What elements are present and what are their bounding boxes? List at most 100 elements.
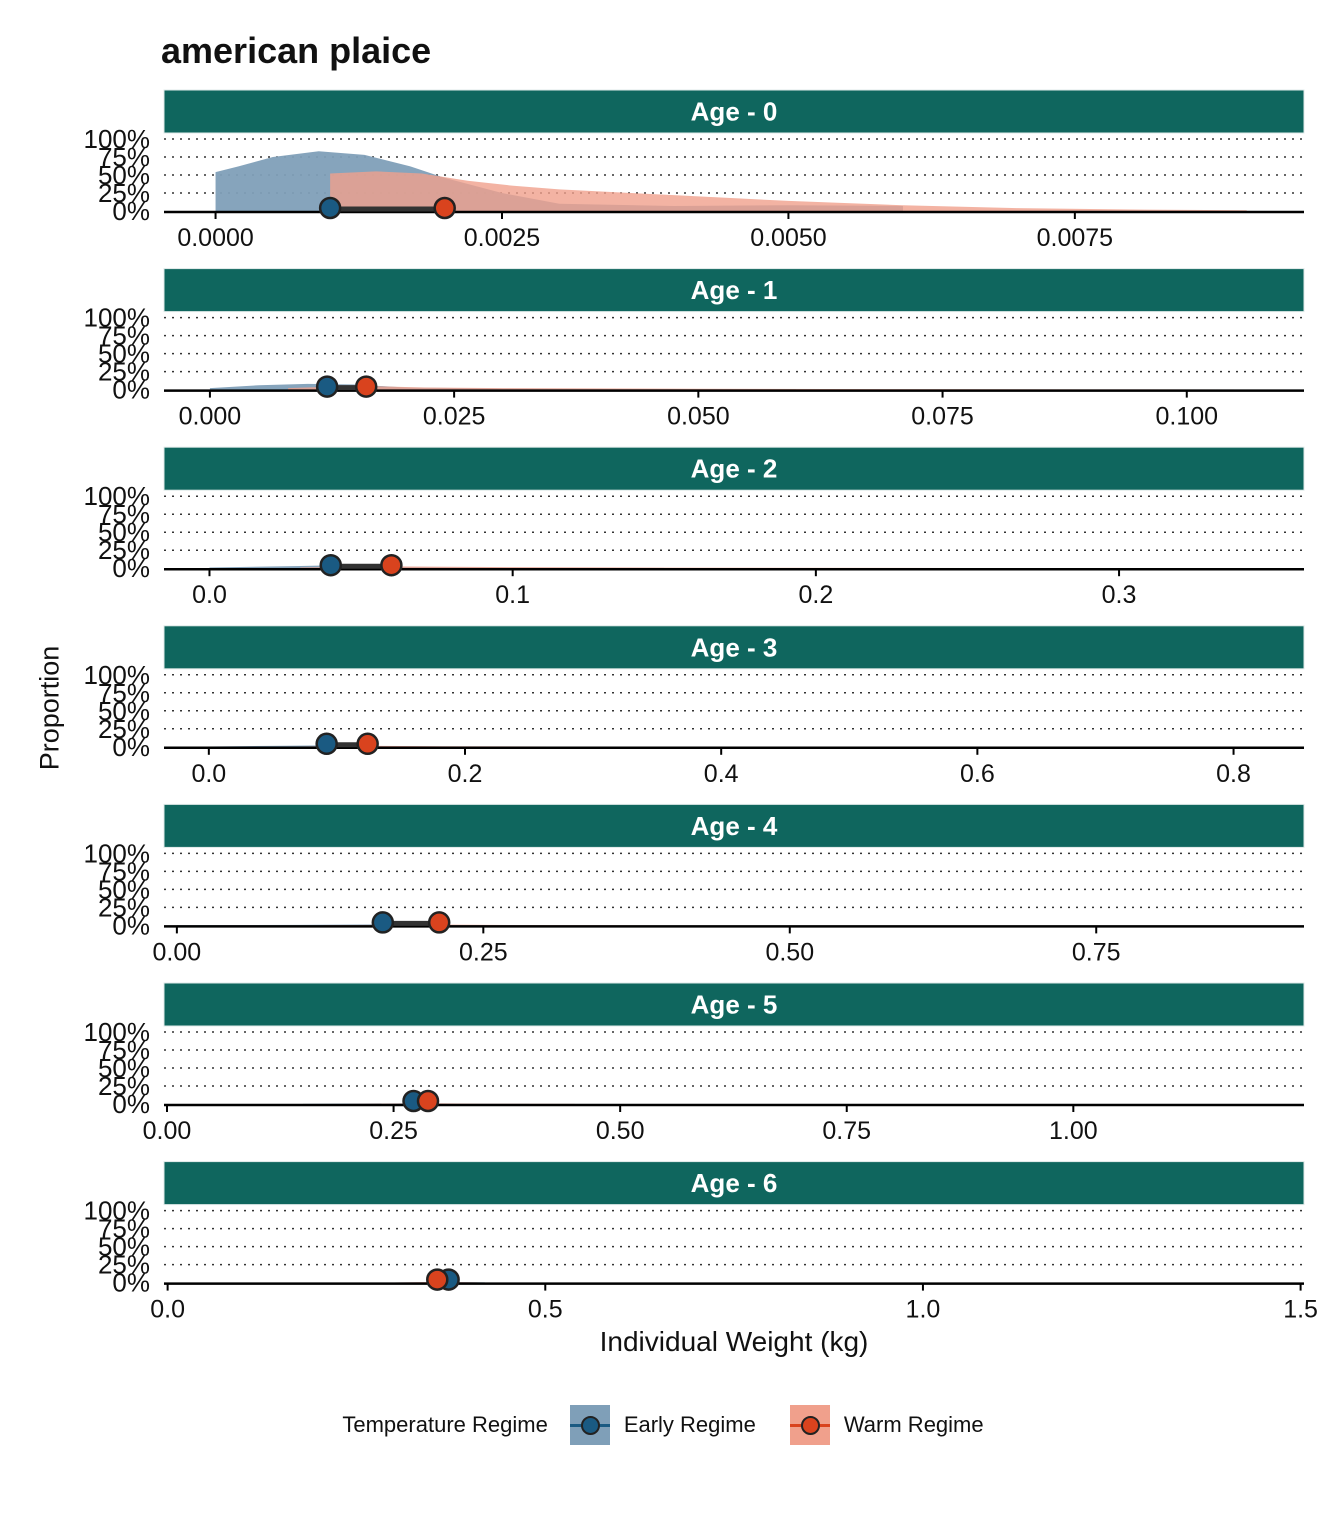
x-tick-label: 0.0 [150, 1296, 185, 1324]
x-axis-label: Individual Weight (kg) [599, 1326, 869, 1357]
legend-key-warm [789, 1405, 830, 1445]
median-point-warm [354, 375, 378, 398]
y-tick-label: 0% [112, 910, 150, 940]
x-tick-label: 0.00 [153, 938, 202, 966]
facet-6: Age - 6 0%25%50%75%100% 0.0 0.5 1.0 1.5 [84, 1161, 1318, 1324]
x-tick-label: 0.000 [179, 403, 242, 431]
y-tick-label: 75% [98, 1214, 150, 1244]
y-tick-label: 50% [98, 339, 150, 369]
median-point-warm [356, 732, 379, 756]
y-tick-label: 50% [98, 1232, 150, 1262]
y-tick-label: 75% [98, 1035, 150, 1065]
x-tick-label: 0.050 [667, 403, 730, 431]
y-tick-label: 50% [98, 874, 150, 904]
x-tick-label: 0.25 [369, 1117, 418, 1145]
x-tick-label: 0.0075 [1037, 224, 1113, 252]
median-point-early [315, 732, 338, 756]
y-tick-label: 100% [84, 660, 151, 690]
legend-item-early: Early Regime [569, 1405, 756, 1445]
x-tick-label: 0.5 [528, 1296, 563, 1324]
y-tick-label: 25% [98, 535, 150, 565]
y-tick-label: 50% [98, 517, 150, 547]
y-tick-label: 75% [98, 142, 150, 172]
y-tick-label: 0% [112, 1089, 150, 1119]
y-tick-label: 0% [112, 196, 150, 226]
density-area-warm [330, 171, 1247, 211]
facet-5: Age - 5 0%25%50%75%100% 0.00 0.25 0.50 0.75 1.… [84, 982, 1305, 1145]
x-tick-label: 0.6 [960, 760, 995, 788]
facet-strip [163, 803, 1305, 848]
x-tick-label: 1.00 [1049, 1117, 1098, 1145]
x-tick-label: 0.0 [191, 760, 226, 788]
y-tick-label: 0% [112, 1268, 150, 1298]
x-tick-label: 0.025 [423, 403, 486, 431]
legend-title: Temperature Regime [342, 1412, 548, 1437]
facet-strip [163, 268, 1305, 313]
density-area-warm [300, 566, 1241, 569]
y-tick-label: 25% [98, 714, 150, 744]
facet-strip [163, 446, 1305, 491]
facet-strip [163, 625, 1305, 670]
facet-4: Age - 4 0%25%50%75%100% 0.00 0.25 0.50 0.75 [84, 803, 1305, 966]
x-tick-label: 0.50 [596, 1117, 645, 1145]
y-tick-label: 25% [98, 1071, 150, 1101]
legend-item-warm: Warm Regime [789, 1405, 984, 1445]
median-point-warm [426, 1268, 449, 1291]
x-tick-label: 1.0 [906, 1296, 941, 1324]
x-tick-label: 0.25 [459, 938, 508, 966]
median-point-early [318, 196, 342, 220]
y-tick-label: 25% [98, 1250, 150, 1280]
chart-title: american plaice [161, 30, 432, 71]
x-tick-label: 0.0000 [177, 224, 253, 252]
x-tick-label: 0.0 [192, 581, 227, 609]
facet-label: Age - 4 [691, 811, 778, 841]
x-tick-label: 0.2 [798, 581, 833, 609]
median-point-warm [433, 196, 456, 220]
x-tick-label: 0.4 [704, 760, 739, 788]
x-tick-label: 0.75 [822, 1117, 871, 1145]
x-tick-label: 0.8 [1216, 760, 1251, 788]
x-tick-label: 0.75 [1072, 938, 1121, 966]
x-tick-label: 0.00 [143, 1117, 192, 1145]
x-tick-label: 0.50 [765, 938, 814, 966]
y-tick-label: 50% [98, 1053, 150, 1083]
density-area-warm [288, 386, 1246, 390]
y-tick-label: 100% [84, 124, 151, 154]
y-tick-label: 75% [98, 321, 150, 351]
facet-1: Age - 1 0%25%50%75%100% 0.000 0.025 0.050 0.0… [84, 268, 1305, 431]
legend: Temperature Regime Early Regime Warm Reg… [0, 1403, 1344, 1447]
median-point-warm [380, 553, 403, 577]
facet-label: Age - 0 [691, 97, 778, 127]
facet-strip [163, 89, 1305, 134]
facet-0: Age - 0 0%25%50%75%100% 0.0000 0.0025 0.0050… [84, 89, 1305, 252]
y-tick-label: 25% [98, 357, 150, 387]
x-tick-label: 0.1 [495, 581, 530, 609]
y-tick-label: 0% [112, 732, 150, 762]
median-point-early [319, 553, 343, 577]
y-tick-label: 75% [98, 856, 150, 886]
y-tick-label: 100% [84, 1196, 151, 1226]
facet-strip [163, 1161, 1305, 1206]
legend-key-early [569, 1405, 610, 1445]
facet-label: Age - 6 [691, 1168, 778, 1198]
x-tick-label: 1.5 [1283, 1296, 1318, 1324]
facet-3: Age - 3 0%25%50%75%100% 0.0 0.2 0.4 0.6 0.8 [84, 625, 1305, 788]
median-point-warm [416, 1089, 440, 1113]
y-tick-label: 50% [98, 160, 150, 190]
y-tick-label: 0% [112, 553, 150, 583]
y-tick-label: 75% [98, 499, 150, 529]
facet-label: Age - 2 [691, 454, 778, 484]
facet-label: Age - 1 [691, 275, 778, 305]
y-tick-label: 100% [84, 838, 151, 868]
y-tick-label: 50% [98, 696, 150, 726]
facet-strip [163, 982, 1305, 1027]
y-tick-label: 100% [84, 481, 151, 511]
y-tick-label: 100% [84, 303, 151, 333]
median-point-early [371, 911, 395, 934]
median-point-warm [427, 911, 451, 934]
x-tick-label: 0.0025 [464, 224, 540, 252]
legend-label-early: Early Regime [623, 1412, 756, 1437]
x-tick-label: 0.3 [1102, 581, 1137, 609]
y-tick-label: 100% [84, 1017, 151, 1047]
y-tick-label: 25% [98, 178, 150, 208]
